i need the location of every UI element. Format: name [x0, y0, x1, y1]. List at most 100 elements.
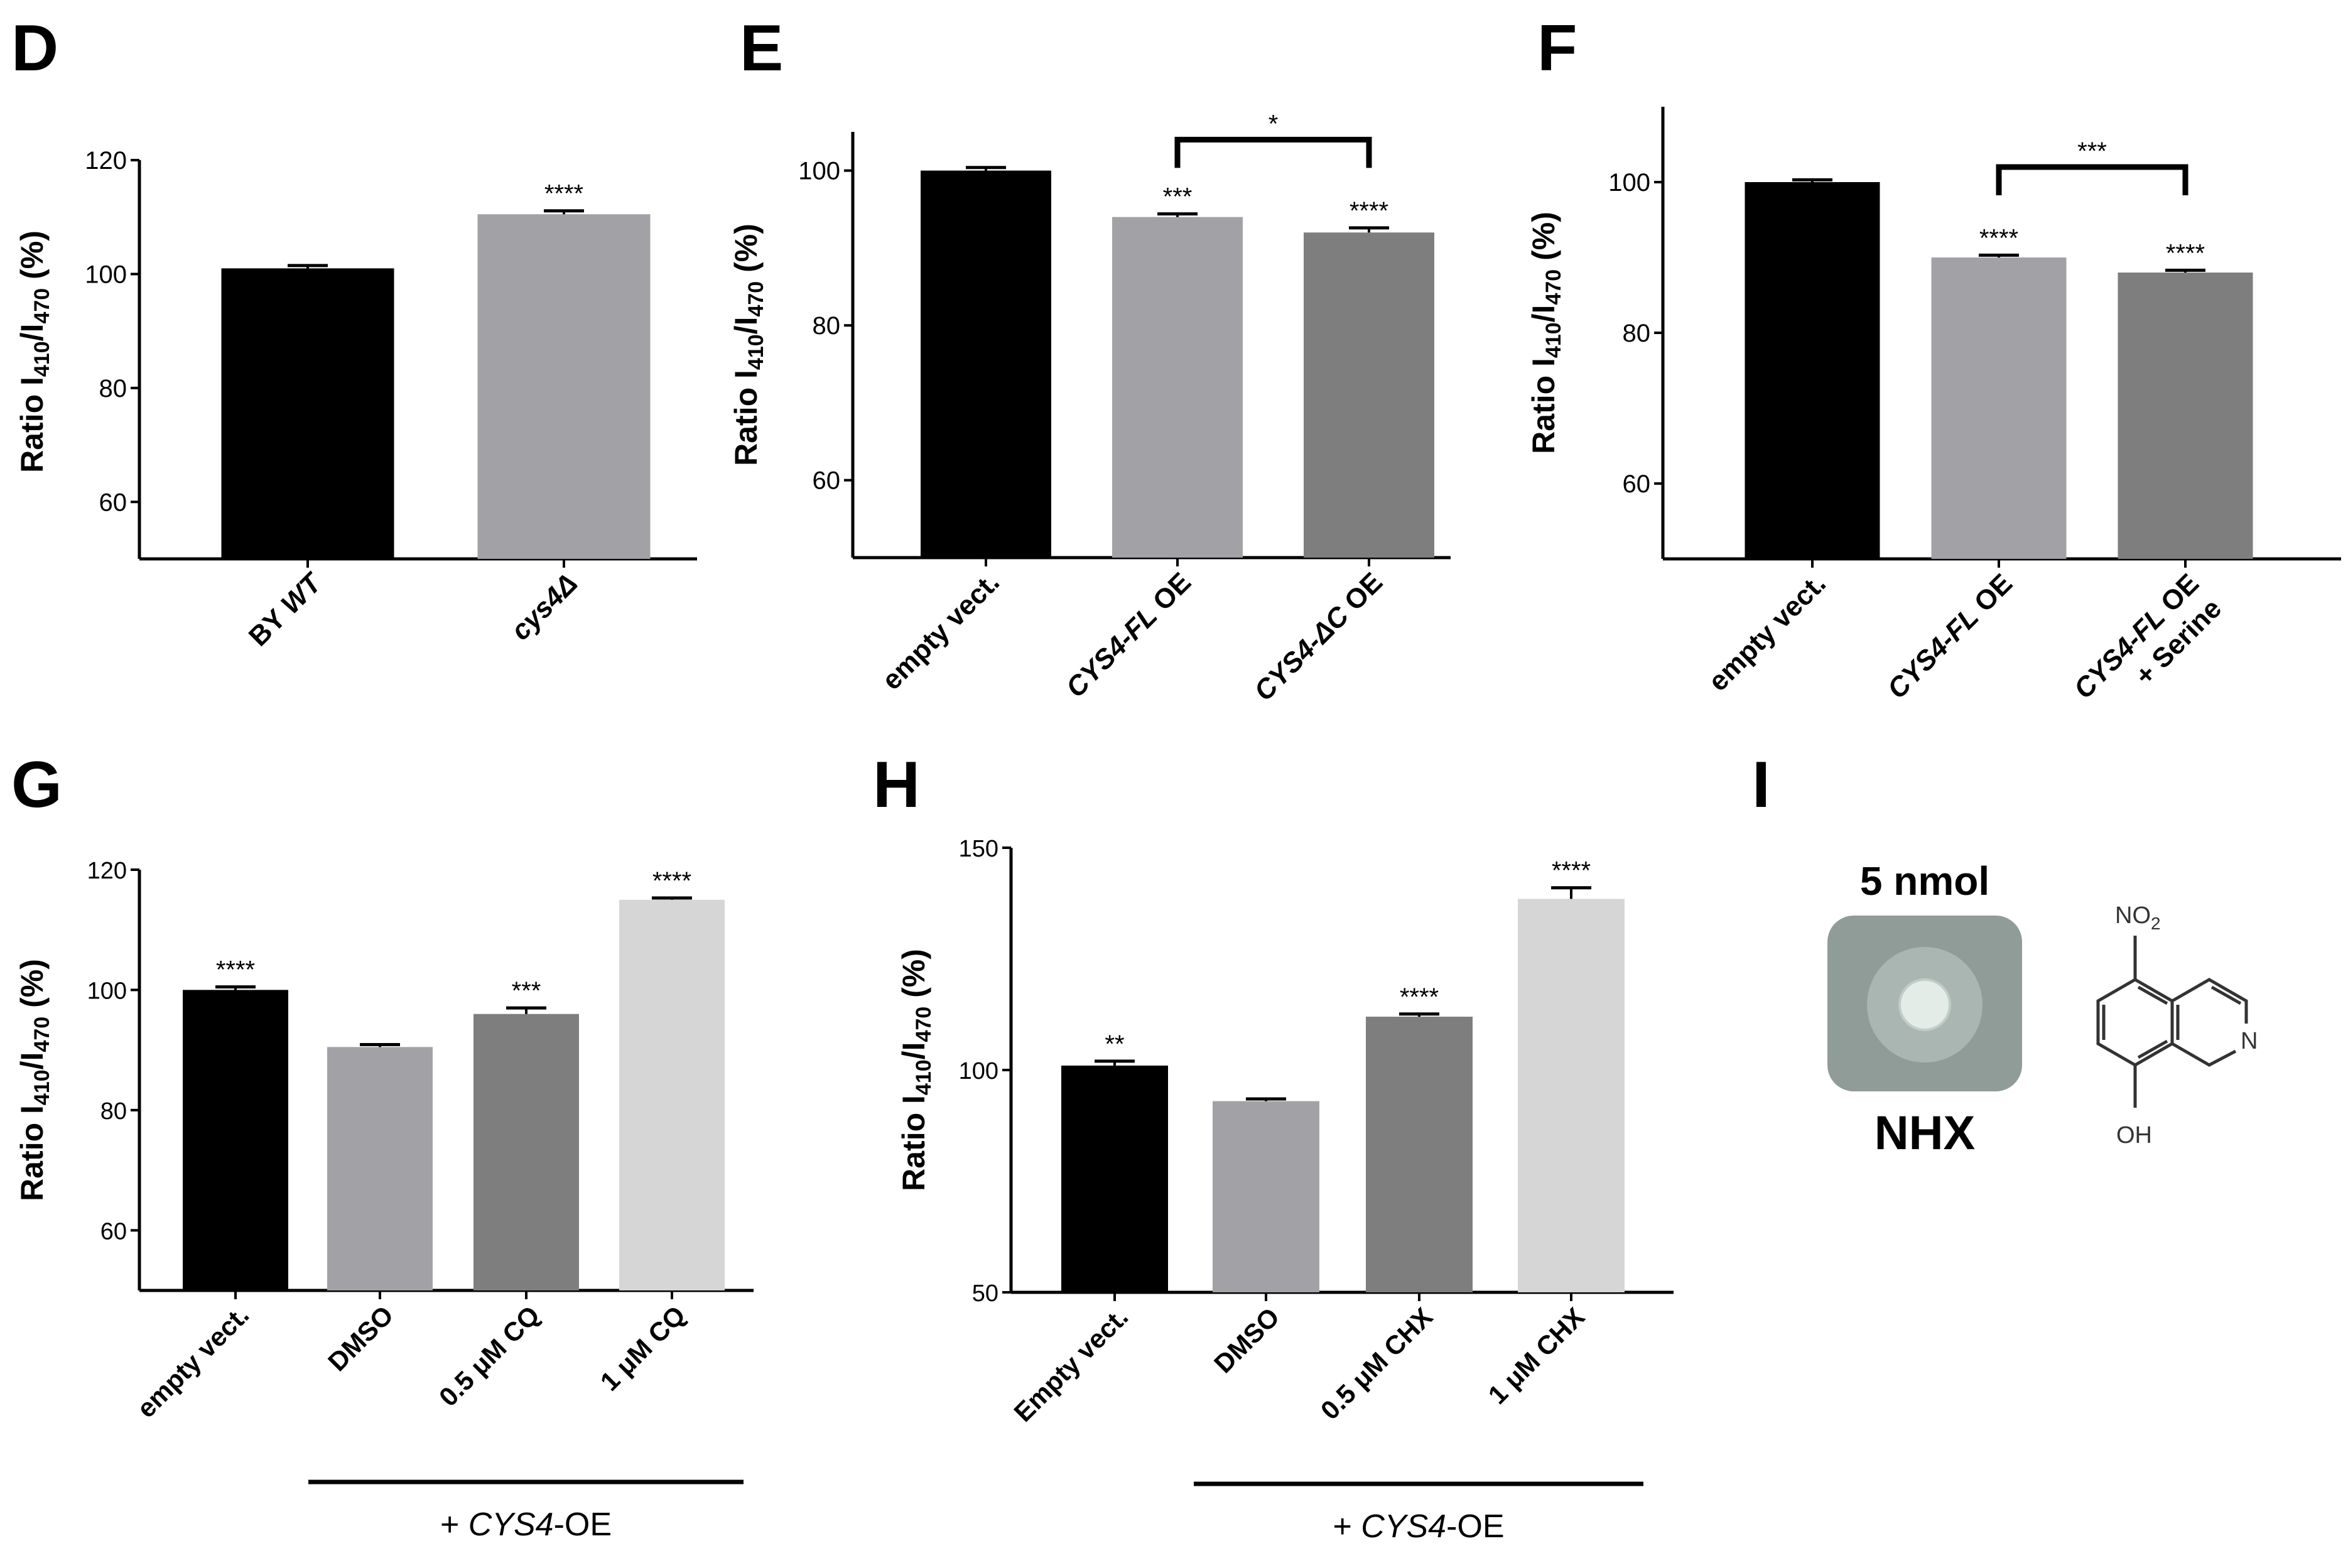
y-tick-label-d-1: 80: [99, 375, 127, 403]
bar-f-1: [1931, 257, 2067, 559]
significance-stars-h-3: ****: [1552, 857, 1591, 885]
y-axis-label-g: Ratio I410/I470 (%): [14, 959, 54, 1201]
category-label-g-0-part-0: empty vect.: [131, 1300, 255, 1424]
y-axis-label-f: Ratio I410/I470 (%): [1526, 212, 1566, 454]
y-axis-label-sub1-f: 410: [1542, 322, 1566, 358]
significance-stars-f-2: ****: [2166, 239, 2205, 267]
halo-amount-label: 5 nmol: [1860, 858, 1989, 904]
treatment-group-label-h-part-1: CYS4: [1361, 1508, 1446, 1545]
category-label-d-1-part-0: cys4Δ: [505, 568, 583, 646]
y-tick-label-h-1: 100: [959, 1058, 998, 1084]
category-label-e-0-part-0: empty vect.: [876, 566, 1005, 696]
bar-h-3: [1518, 899, 1625, 1292]
y-axis-label-sub1-d: 410: [30, 341, 54, 377]
bar-e-1: [1112, 217, 1243, 558]
category-label-h-3-part-0: 1 μM CHX: [1482, 1302, 1590, 1410]
y-tick-label-f-1: 80: [1623, 320, 1651, 347]
panel-letter-i: I: [1752, 749, 1770, 821]
bar-h-2: [1366, 1017, 1473, 1292]
chart-panel-d: 60 80 100 120 Ratio I410/I470 (%) BY WT **** cy…: [14, 147, 697, 652]
category-label-h-2-part-0: 0.5 μM CHX: [1315, 1302, 1439, 1425]
category-label-f-0: empty vect.: [1702, 568, 1832, 697]
halo-disk: [1898, 978, 1951, 1031]
bar-e-2: [1304, 232, 1434, 558]
y-axis-label-slash-h: /I: [896, 1042, 931, 1060]
category-label-f-1-part-0: CYS4-FL: [1881, 602, 1984, 705]
treatment-group-label-h-part-0: +: [1333, 1508, 1361, 1545]
panel-letter-h: H: [873, 749, 920, 821]
category-label-h-0-part-0: Empty vect.: [1008, 1302, 1133, 1427]
y-axis-label-sub1-e: 410: [744, 334, 768, 370]
bar-f-0: [1745, 182, 1880, 559]
y-axis-label-main-g: Ratio I: [14, 1105, 50, 1201]
treatment-group-label-g-part-0: +: [440, 1506, 468, 1543]
y-tick-label-d-2: 100: [85, 261, 127, 288]
significance-stars-g-2: ***: [512, 977, 541, 1005]
category-label-d-1: cys4Δ: [505, 568, 583, 646]
bar-d-1: [477, 214, 651, 559]
y-axis-label-unit-g: (%): [14, 959, 50, 1017]
bar-d-0: [221, 268, 394, 559]
category-label-e-1-part-0: CYS4-FL: [1060, 600, 1163, 703]
significance-stars-g-0: ****: [216, 956, 255, 984]
y-axis-label-sub2-e: 470: [744, 281, 768, 317]
y-tick-label-h-0: 50: [972, 1280, 998, 1307]
treatment-group-label-h: + CYS4-OE: [1333, 1508, 1504, 1545]
y-tick-label-f-2: 100: [1608, 169, 1650, 197]
y-tick-label-e-2: 100: [798, 158, 840, 185]
bar-g-1: [327, 1047, 433, 1290]
comparison-bracket-f-0: [1996, 164, 2188, 195]
bar-g-0: [183, 990, 288, 1290]
y-axis-label-sub1-g: 410: [30, 1069, 54, 1105]
category-label-h-3: 1 μM CHX: [1482, 1302, 1590, 1410]
hydroxyl-group-label: OH: [2116, 1122, 2152, 1149]
treatment-group-label-h-part-2: -OE: [1446, 1508, 1504, 1545]
bracket-label-e-0: *: [1269, 110, 1279, 138]
y-axis-label-h: Ratio I410/I470 (%): [896, 949, 936, 1191]
bar-g-2: [473, 1014, 579, 1290]
y-axis-label-slash-d: /I: [14, 324, 50, 342]
y-tick-label-d-0: 60: [99, 489, 127, 516]
bracket-label-f-0: ***: [2077, 138, 2107, 165]
y-axis-label-slash-g: /I: [14, 1052, 50, 1070]
category-label-g-0: empty vect.: [131, 1300, 255, 1424]
y-tick-label-f-0: 60: [1623, 470, 1651, 498]
category-label-h-0: Empty vect.: [1008, 1302, 1133, 1427]
y-axis-label-unit-e: (%): [728, 224, 764, 281]
category-label-h-1-part-0: DMSO: [1208, 1302, 1285, 1378]
category-label-e-1: CYS4-FL OE: [1060, 566, 1197, 703]
y-axis-label-d: Ratio I410/I470 (%): [14, 230, 54, 473]
nitro-group-label: NO2: [2115, 902, 2161, 933]
significance-stars-e-2: ****: [1350, 197, 1388, 225]
chart-panel-h: 50 100 150 Ratio I410/I470 (%) ** Empty vect.…: [896, 836, 1674, 1545]
y-axis-label-unit-h: (%): [896, 949, 931, 1007]
significance-stars-d-1: ****: [544, 180, 583, 208]
category-label-h-1: DMSO: [1208, 1302, 1285, 1378]
significance-stars-f-1: ****: [1979, 224, 2018, 252]
y-tick-label-g-2: 100: [87, 978, 127, 1004]
significance-stars-e-1: ***: [1163, 183, 1193, 211]
chart-panel-g: 60 80 100 120 Ratio I410/I470 (%) **** empty v…: [14, 858, 754, 1543]
y-axis-label-slash-f: /I: [1526, 305, 1561, 323]
category-label-e-2-part-0: CYS4-ΔC: [1248, 600, 1356, 707]
category-label-h-2: 0.5 μM CHX: [1315, 1302, 1439, 1425]
category-label-g-2-part-0: 0.5 μM CQ: [433, 1300, 545, 1412]
bar-g-3: [619, 899, 725, 1290]
comparison-bracket-e-0: [1174, 136, 1372, 168]
bar-f-2: [2118, 273, 2253, 559]
y-axis-label-sub2-d: 470: [30, 288, 54, 324]
y-tick-label-h-2: 150: [959, 836, 998, 862]
chart-panel-f: 60 80 100 Ratio I410/I470 (%) empty vect. ***…: [1526, 107, 2341, 705]
y-tick-label-g-1: 80: [100, 1098, 127, 1125]
category-label-g-1: DMSO: [322, 1300, 399, 1376]
category-label-g-1-part-0: DMSO: [322, 1300, 399, 1376]
category-label-g-3-part-0: 1 μM CQ: [595, 1300, 691, 1397]
y-axis-label-slash-e: /I: [728, 317, 764, 335]
treatment-group-label-g-part-2: -OE: [554, 1506, 612, 1543]
y-axis-label-main-h: Ratio I: [896, 1095, 931, 1191]
bar-e-0: [921, 170, 1051, 558]
panel-i: 5 nmol NHX NO2 N OH: [1827, 858, 2258, 1160]
treatment-group-label-g: + CYS4-OE: [440, 1506, 612, 1543]
